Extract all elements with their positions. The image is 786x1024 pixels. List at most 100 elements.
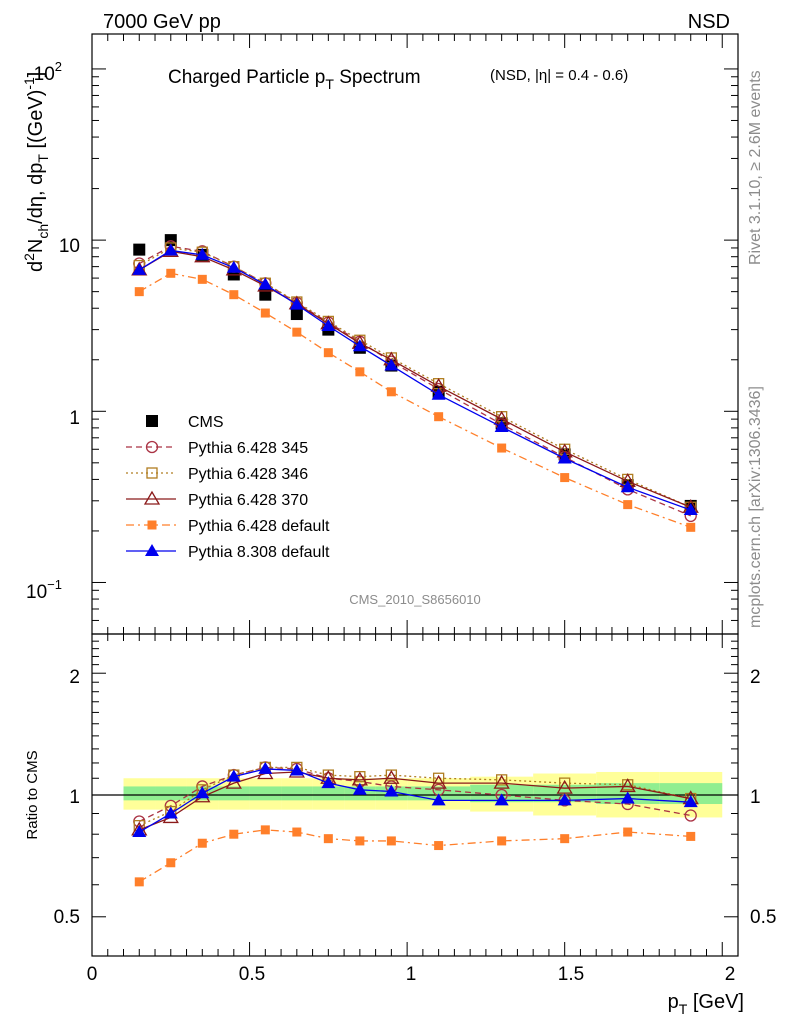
stat-band-bin: [312, 786, 345, 801]
main-ytick-0p1: 10−1: [26, 577, 62, 603]
ratio-point: [560, 834, 570, 844]
legend-marker: [146, 467, 158, 479]
data-point: [497, 443, 507, 453]
legend-label: Pythia 6.428 default: [188, 518, 330, 535]
ratio-panel-frame: [91, 633, 739, 957]
data-point: [226, 260, 241, 273]
data-point: [229, 290, 239, 300]
data-point: [620, 480, 635, 493]
xtick-0: 0: [87, 964, 98, 985]
data-point: [384, 358, 399, 371]
legend: CMS Pythia 6.428 345 Pythia 6.428 346 Pythi…: [126, 414, 330, 561]
ratio-point: [225, 774, 242, 789]
ratio-ytick-1-left: 1: [69, 787, 80, 808]
ratio-point: [431, 793, 446, 806]
ratio-line: [138, 768, 691, 833]
ratio-pythia-8-308-default: [132, 761, 698, 838]
x-axis-label: pT [GeV]: [668, 991, 744, 1017]
legend-label: Pythia 6.428 370: [188, 492, 308, 509]
stat-band-bin: [155, 786, 187, 801]
data-point: [133, 243, 146, 256]
data-point: [386, 387, 396, 397]
ratio-point: [430, 774, 447, 789]
data-point: [259, 288, 272, 301]
legend-label: Pythia 8.308 default: [188, 544, 330, 561]
ratio-line: [138, 829, 691, 883]
legend-label: CMS: [188, 414, 224, 431]
data-point: [195, 247, 210, 260]
data-point: [290, 308, 303, 321]
ratio-point: [620, 791, 635, 804]
data-point: [557, 451, 572, 464]
ratio-point: [163, 806, 178, 819]
data-point: [163, 243, 178, 256]
data-point: [623, 500, 633, 510]
stat-band-bin: [249, 786, 282, 801]
xtick-1p5: 1.5: [558, 964, 584, 985]
data-point: [321, 318, 336, 331]
ratio-y-axis-label: Ratio to CMS: [24, 750, 41, 839]
data-point: [431, 387, 446, 400]
stat-band-bin: [218, 786, 250, 801]
ratio-point: [323, 834, 333, 844]
ratio-point: [384, 784, 399, 797]
ratio-series-layer: [131, 761, 699, 887]
main-series-layer: [131, 234, 699, 532]
legend-label: Pythia 6.428 346: [188, 466, 308, 483]
ratio-point: [197, 838, 207, 848]
ratio-point: [289, 763, 304, 776]
chart-title-cut: (NSD, |η| = 0.4 - 0.6): [490, 67, 628, 84]
data-point: [166, 268, 176, 278]
ratio-point: [386, 836, 396, 846]
data-point: [258, 277, 273, 290]
ratio-point: [292, 827, 302, 837]
legend-marker: [143, 490, 161, 505]
data-point: [260, 308, 270, 318]
xtick-0p5: 0.5: [239, 964, 265, 985]
ratio-point: [229, 829, 239, 839]
data-point: [355, 367, 365, 377]
data-point: [289, 297, 304, 310]
ratio-point: [260, 825, 270, 835]
legend-entry: Pythia 8.308 default: [126, 544, 330, 561]
x-tick-labels: 0 0.5 1 1.5 2: [87, 964, 736, 985]
ratio-point: [321, 776, 336, 789]
ratio-point: [493, 774, 510, 789]
ratio-point: [352, 782, 367, 795]
rivet-label: Rivet 3.1.10, ≥ 2.6M events: [747, 70, 764, 265]
ratio-ytick-05-left: 0.5: [54, 907, 80, 928]
ratio-line: [139, 766, 691, 827]
data-point: [686, 522, 696, 532]
main-ytick-100: 102: [34, 59, 62, 85]
data-point: [683, 503, 698, 516]
ratio-point: [619, 778, 636, 793]
xtick-2: 2: [725, 964, 736, 985]
ratio-point: [258, 761, 273, 774]
chart-title: Charged Particle pT Spectrum: [168, 67, 421, 92]
main-y-axis-label: d2Nch/dη, dpT [(GeV)-1]: [21, 72, 51, 272]
ratio-point: [134, 877, 144, 887]
stat-band-bin: [281, 786, 313, 801]
ratio-point: [557, 793, 572, 806]
ratio-point: [132, 825, 147, 838]
ratio-ytick-2-left: 2: [69, 667, 80, 688]
data-point: [434, 412, 444, 422]
data-point: [132, 262, 147, 275]
xtick-1: 1: [406, 964, 417, 985]
legend-marker: [147, 520, 157, 530]
ratio-ytick-1-right: 1: [750, 787, 761, 808]
energy-label: 7000 GeV pp: [103, 11, 221, 33]
ratio-point: [383, 769, 400, 784]
ratio-point: [684, 809, 697, 822]
ratio-point: [556, 779, 573, 794]
ratio-point: [434, 841, 444, 851]
ratio-point: [355, 836, 365, 846]
ratio-point: [494, 793, 509, 806]
ratio-point: [166, 858, 176, 868]
legend-entry: Pythia 6.428 346: [126, 466, 308, 483]
mcplots-label: mcplots.cern.ch [arXiv:1306.3436]: [747, 386, 764, 628]
legend-entry: CMS: [146, 414, 224, 431]
series-line: [138, 247, 691, 508]
